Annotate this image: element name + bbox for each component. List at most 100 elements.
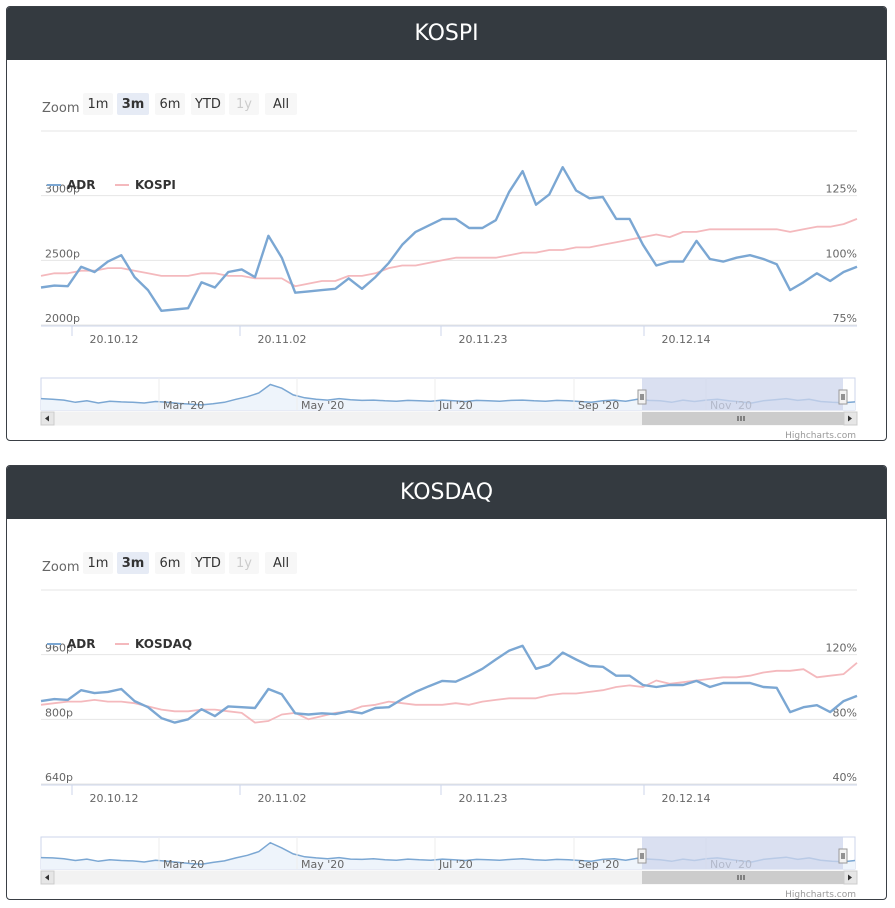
zoom-button-1y: 1y (229, 552, 259, 574)
kosdaq-chart: Zoom 1m 3m 6m YTD 1y All 640p 800p 960p 40% 80% 120%… (7, 519, 886, 899)
handle-box (838, 848, 848, 864)
zoom-button-1m[interactable]: 1m (83, 93, 113, 115)
series-line-kosdaq (40, 662, 858, 724)
chevron-right-icon (848, 415, 852, 422)
series-line-adr (40, 165, 858, 313)
navigator-label: May '20 (301, 399, 344, 412)
kospi-panel: KOSPI Zoom 1m 3m 6m YTD 1y All 2000p 2500p 3000p 7… (6, 6, 887, 441)
x-tick-label: 20.11.23 (459, 333, 508, 346)
zoom-button-label: 6m (160, 97, 181, 112)
zoom-button-label: 3m (122, 556, 145, 571)
navigator-label: Jul '20 (438, 399, 473, 412)
legend-item-adr[interactable]: ADR (47, 637, 96, 651)
credits-link[interactable]: Highcharts.com (785, 431, 856, 440)
zoom-button-ytd[interactable]: YTD (191, 552, 225, 574)
legend-label: ADR (67, 637, 96, 651)
legend-label: KOSPI (135, 178, 176, 192)
zoom-button-bg (155, 552, 185, 574)
zoom-button-label: YTD (194, 97, 221, 112)
zoom-button-bg (191, 552, 225, 574)
y-right-tick-label: 40% (833, 771, 857, 784)
scrollbar-left-arrow[interactable] (40, 411, 55, 426)
panel-title: KOSDAQ (7, 466, 886, 519)
navigator-right-handle[interactable] (838, 848, 848, 864)
zoom-button-label: 1y (236, 556, 252, 571)
zoom-button-6m[interactable]: 6m (155, 93, 185, 115)
x-tick-label: 20.10.12 (90, 792, 139, 805)
scrollbar-right-arrow[interactable] (843, 870, 858, 885)
zoom-button-bg (229, 93, 259, 115)
navigator-left-handle[interactable] (637, 848, 647, 864)
zoom-button-3m[interactable]: 3m (117, 93, 149, 115)
x-tick-label: 20.11.02 (258, 333, 307, 346)
x-tick-label: 20.10.12 (90, 333, 139, 346)
x-tick-label: 20.11.02 (258, 792, 307, 805)
zoom-button-label: 3m (122, 97, 145, 112)
y-left-tick-label: 800p (45, 706, 73, 719)
y-left-tick-label: 640p (45, 771, 73, 784)
legend-label: ADR (67, 178, 96, 192)
navigator-label: Sep '20 (578, 858, 619, 871)
zoom-label: Zoom (42, 101, 79, 116)
chart-svg: Zoom 1m 3m 6m YTD 1y All640p800p960p40%80%120%… (40, 552, 858, 899)
chevron-right-icon (848, 874, 852, 881)
chevron-left-icon (45, 415, 49, 422)
panel-title: KOSPI (7, 7, 886, 60)
scrollbar-left-arrow[interactable] (40, 870, 55, 885)
navigator-selected-range[interactable] (642, 837, 843, 869)
chart-svg: Zoom 1m 3m 6m YTD 1y All2000p2500p3000p75%100%… (40, 93, 858, 440)
kosdaq-panel: KOSDAQ Zoom 1m 3m 6m YTD 1y All 640p 800p 960p 40%… (6, 465, 887, 900)
zoom-button-bg (117, 552, 149, 574)
chevron-left-icon (45, 874, 49, 881)
navigator-selected-range[interactable] (642, 378, 843, 410)
zoom-button-bg (83, 552, 113, 574)
zoom-button-ytd[interactable]: YTD (191, 93, 225, 115)
zoom-button-bg (229, 552, 259, 574)
x-tick-label: 20.12.14 (662, 792, 711, 805)
zoom-button-label: 1y (236, 97, 252, 112)
handle-box (637, 848, 647, 864)
y-right-tick-label: 100% (826, 247, 857, 260)
navigator-left-handle[interactable] (637, 389, 647, 405)
zoom-button-bg (83, 93, 113, 115)
zoom-button-bg (265, 552, 297, 574)
navigator-label: Mar '20 (163, 399, 204, 412)
y-left-tick-label: 2000p (45, 312, 80, 325)
zoom-button-1y: 1y (229, 93, 259, 115)
zoom-button-bg (191, 93, 225, 115)
legend-item-kospi[interactable]: KOSPI (115, 178, 176, 192)
y-right-tick-label: 120% (826, 642, 857, 655)
credits-link[interactable]: Highcharts.com (785, 890, 856, 899)
navigator-label: Mar '20 (163, 858, 204, 871)
zoom-button-label: All (273, 556, 289, 571)
zoom-button-3m[interactable]: 3m (117, 552, 149, 574)
navigator-label: Sep '20 (578, 399, 619, 412)
handle-box (838, 389, 848, 405)
legend-label: KOSDAQ (135, 637, 192, 651)
kospi-chart: Zoom 1m 3m 6m YTD 1y All 2000p 2500p 3000p 75% 100%… (7, 60, 886, 440)
series-line-kospi (40, 218, 858, 288)
navigator-right-handle[interactable] (838, 389, 848, 405)
zoom-button-bg (265, 93, 297, 115)
navigator-label: Jul '20 (438, 858, 473, 871)
zoom-button-bg (155, 93, 185, 115)
navigator-label: May '20 (301, 858, 344, 871)
handle-box (637, 389, 647, 405)
zoom-button-label: 1m (88, 97, 109, 112)
zoom-button-all[interactable]: All (265, 93, 297, 115)
zoom-label: Zoom (42, 560, 79, 575)
zoom-button-1m[interactable]: 1m (83, 552, 113, 574)
zoom-button-all[interactable]: All (265, 552, 297, 574)
zoom-button-label: 1m (88, 556, 109, 571)
y-right-tick-label: 80% (833, 706, 857, 719)
legend-item-adr[interactable]: ADR (47, 178, 96, 192)
zoom-button-bg (117, 93, 149, 115)
zoom-button-label: 6m (160, 556, 181, 571)
zoom-button-6m[interactable]: 6m (155, 552, 185, 574)
zoom-button-label: YTD (194, 556, 221, 571)
legend-item-kosdaq[interactable]: KOSDAQ (115, 637, 192, 651)
x-tick-label: 20.11.23 (459, 792, 508, 805)
x-tick-label: 20.12.14 (662, 333, 711, 346)
scrollbar-right-arrow[interactable] (843, 411, 858, 426)
y-right-tick-label: 75% (833, 312, 857, 325)
